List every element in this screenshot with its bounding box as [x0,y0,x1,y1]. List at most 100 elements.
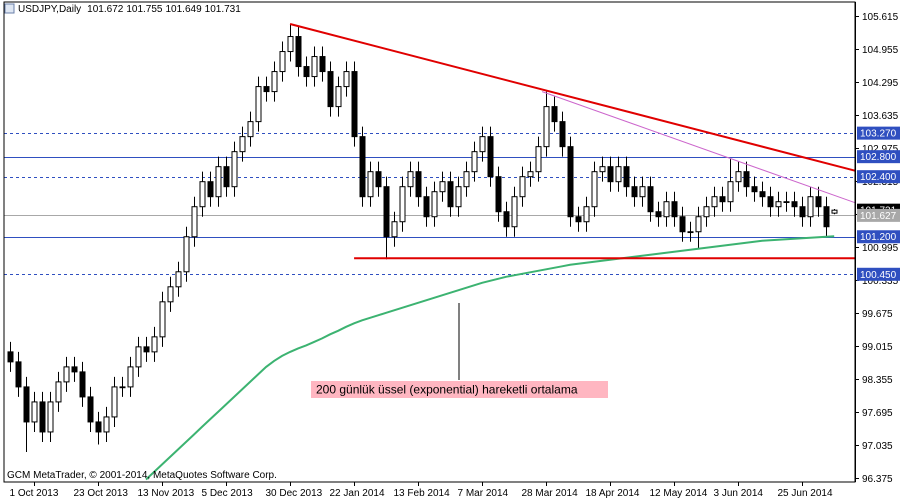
candle-body [55,381,62,403]
candle-body [39,401,46,433]
candle-body [327,71,334,108]
candle-body [191,206,198,238]
candle-body [367,171,374,198]
x-tick-label: 13 Feb 2014 [394,488,451,499]
x-tick-label: 28 Mar 2014 [522,488,579,499]
candle-body [359,136,366,198]
candle-body [447,181,454,208]
candle-body [751,186,758,193]
candle-body [631,186,638,198]
candle-body [311,56,318,78]
candle-body [663,201,670,218]
x-tick-label: 12 May 2014 [650,488,708,499]
candle-body [415,171,422,198]
level-label-box [857,170,900,184]
level-label: 100.450 [860,270,897,281]
ema-line [145,235,835,481]
candle-body [535,146,542,173]
axis-background [855,0,900,500]
candle-body [807,196,814,218]
x-tick-label: 5 Dec 2013 [202,488,254,499]
y-tick-label: 105.615 [862,12,899,23]
candle-body [655,211,662,218]
candle-body [255,86,262,123]
candle-body [759,191,766,198]
x-tick-label: 13 Nov 2013 [138,488,195,499]
candle-body [47,401,54,433]
candle-body [127,366,134,388]
candle-body [743,171,750,188]
candle-body [287,36,294,53]
title-high: 101.755 [126,4,163,15]
candle-body [519,176,526,198]
candle-body [599,166,606,173]
candle-body [463,171,470,188]
candle-body [727,181,734,203]
candle-body [231,151,238,188]
candle-body [423,196,430,218]
trendline [541,91,856,204]
x-tick-label: 22 Jan 2014 [330,488,385,499]
candle-body [559,121,566,148]
candle-body [135,346,142,368]
candle-body [63,366,70,383]
x-tick-label: 18 Apr 2014 [586,488,640,499]
footer: GCM MetaTrader, © 2001-2014, MetaQuotes … [7,470,277,481]
candle-body [703,206,710,218]
candle-body [7,351,14,363]
candle-body [271,71,278,93]
candle-body [575,216,582,223]
symbol-icon [4,3,15,14]
candle-body [303,66,310,78]
candle-body [687,231,694,234]
candle-body [151,336,158,353]
y-tick-label: 99.015 [862,342,893,353]
candle-body [695,216,702,233]
candle-body [623,166,630,188]
candle-body [815,196,822,208]
candle-body [167,286,174,303]
candle-body [639,186,646,198]
y-tick-label: 97.035 [862,441,893,452]
y-tick-label: 104.955 [862,45,899,56]
candle-body [551,106,558,123]
candle-body [471,151,478,173]
candle-body [239,136,246,153]
candle-body [799,206,806,218]
y-tick-label: 98.355 [862,375,893,386]
candle-body [343,71,350,88]
title-open: 101.672 [87,4,124,15]
candle-body [375,171,382,188]
level-label-box [857,208,900,222]
candle-body [671,201,678,218]
trendline [289,23,856,172]
y-tick-label: 96.375 [862,474,893,485]
y-tick-label: 99.675 [862,309,893,320]
candle-body [15,361,22,388]
level-label: 102.800 [860,152,897,163]
candle-body [823,206,830,228]
y-tick-label: 100.995 [862,243,899,254]
y-tick-label: 97.695 [862,408,893,419]
plot-area [4,23,856,481]
candle-body [615,166,622,183]
candle-body [543,106,550,148]
candle-body [31,401,38,423]
candle-body [711,196,718,208]
candle-body [607,166,614,183]
candle-body [175,271,182,288]
x-tick-label: 30 Dec 2013 [266,488,323,499]
candle-body [439,181,446,193]
y-tick-label: 104.295 [862,78,899,89]
candle-body [583,206,590,223]
candle-body [647,186,654,213]
y-tick-label: 100.335 [862,276,899,287]
x-tick-label: 23 Oct 2013 [74,488,129,499]
candle-body [335,86,342,108]
candle-body [159,301,166,338]
candle-body [495,176,502,213]
x-tick-label: 1 Oct 2013 [10,488,59,499]
candle-body [503,211,510,228]
